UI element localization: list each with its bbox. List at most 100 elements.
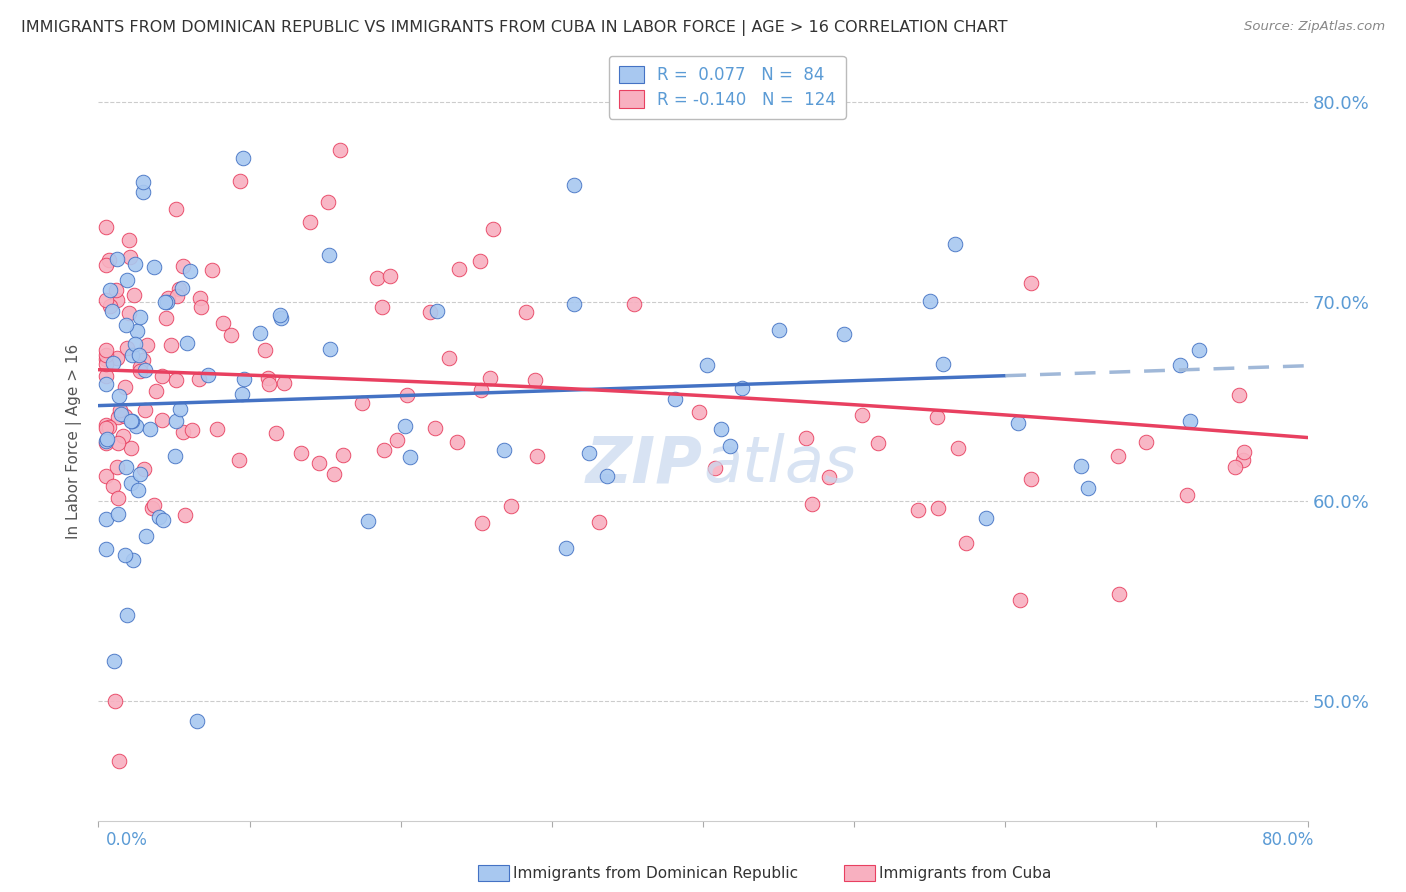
Point — [94, 512, 117, 526]
Point — [257, 376, 280, 391]
Point — [688, 405, 710, 419]
Point — [562, 297, 585, 311]
Point — [128, 359, 150, 374]
Point — [925, 410, 948, 425]
Point — [179, 264, 201, 278]
Point — [94, 542, 117, 557]
Text: ZIP: ZIP — [586, 434, 703, 495]
Point — [96, 432, 118, 446]
Point — [596, 469, 619, 483]
Point — [172, 260, 194, 274]
Point — [800, 497, 823, 511]
Point — [446, 435, 468, 450]
Point — [974, 511, 997, 525]
Legend: R =  0.077   N =  84, R = -0.140   N =  124: R = 0.077 N = 84, R = -0.140 N = 124 — [609, 55, 846, 119]
Point — [145, 384, 167, 398]
Point — [122, 553, 145, 567]
Point — [129, 310, 152, 324]
Point — [100, 283, 122, 297]
Point — [117, 233, 139, 247]
Point — [470, 383, 492, 397]
Point — [319, 343, 342, 357]
Point — [169, 402, 191, 417]
Point — [419, 305, 441, 319]
Point — [515, 305, 537, 319]
Point — [378, 269, 401, 284]
Point — [373, 443, 395, 458]
Point — [115, 318, 138, 333]
Point — [249, 326, 271, 340]
Point — [117, 341, 139, 355]
Point — [253, 343, 276, 357]
Point — [718, 439, 741, 453]
Point — [316, 195, 339, 210]
Point — [172, 281, 194, 295]
Point — [120, 414, 142, 428]
Point — [350, 395, 373, 409]
Point — [1108, 586, 1130, 600]
Point — [927, 501, 949, 516]
Point — [190, 300, 212, 314]
Point — [114, 409, 136, 423]
Point — [155, 294, 177, 309]
Point — [94, 435, 117, 450]
Point — [94, 421, 117, 435]
Point — [124, 418, 146, 433]
Point — [832, 327, 855, 342]
Point — [818, 469, 841, 483]
Point — [94, 258, 117, 272]
Point — [176, 335, 198, 350]
Point — [471, 516, 494, 530]
Point — [103, 654, 125, 668]
Point — [124, 337, 146, 351]
Point — [94, 434, 117, 448]
Point — [134, 462, 156, 476]
Point — [1007, 417, 1029, 431]
Point — [851, 408, 873, 422]
Point — [101, 356, 124, 370]
Point — [110, 407, 132, 421]
Point — [468, 254, 491, 268]
Point — [107, 436, 129, 450]
Point — [794, 431, 817, 445]
Point — [129, 467, 152, 481]
Point — [98, 420, 121, 434]
Point — [1223, 459, 1246, 474]
Point — [1008, 593, 1031, 607]
Point — [139, 422, 162, 436]
Point — [499, 499, 522, 513]
Point — [1107, 449, 1129, 463]
Point — [150, 413, 173, 427]
Point — [955, 535, 977, 549]
Point — [165, 414, 187, 428]
Point — [946, 441, 969, 455]
Point — [142, 260, 165, 274]
Point — [132, 175, 155, 189]
Point — [868, 436, 890, 450]
Point — [232, 151, 254, 165]
Point — [172, 425, 194, 439]
Point — [98, 299, 121, 313]
Point — [121, 414, 143, 428]
Text: Source: ZipAtlas.com: Source: ZipAtlas.com — [1244, 20, 1385, 33]
Point — [710, 421, 733, 435]
Point — [94, 348, 117, 362]
Point — [1232, 453, 1254, 467]
Point — [1077, 481, 1099, 495]
Point — [623, 297, 645, 311]
Point — [232, 372, 254, 386]
Point — [664, 392, 686, 406]
Point — [920, 293, 942, 308]
Point — [943, 237, 966, 252]
Point — [907, 503, 929, 517]
Point — [111, 428, 134, 442]
Point — [169, 282, 191, 296]
Text: 0.0%: 0.0% — [105, 831, 148, 849]
Point — [128, 348, 150, 362]
Point — [731, 381, 754, 395]
Point — [371, 300, 394, 314]
Point — [142, 498, 165, 512]
Point — [394, 419, 416, 434]
Point — [524, 373, 547, 387]
Point — [231, 387, 253, 401]
